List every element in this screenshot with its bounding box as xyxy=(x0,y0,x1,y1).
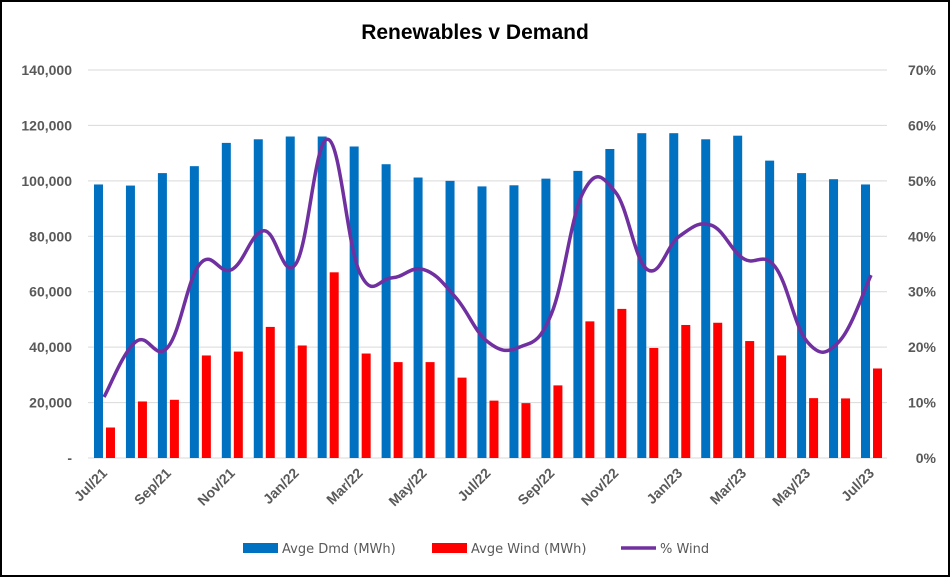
left-tick-label: - xyxy=(67,450,72,466)
x-tick-label: May/22 xyxy=(385,465,429,509)
demand-bar xyxy=(349,146,359,458)
x-tick-label: Jan/23 xyxy=(643,465,685,507)
legend-swatch xyxy=(243,543,278,553)
x-tick-label: Jul/23 xyxy=(838,465,878,505)
demand-bar xyxy=(125,185,135,458)
demand-bar xyxy=(221,142,231,459)
left-tick-label: 120,000 xyxy=(21,117,72,133)
right-tick-label: 20% xyxy=(908,339,937,355)
wind-bar xyxy=(329,272,339,458)
chart-title: Renewables v Demand xyxy=(361,21,589,44)
left-tick-label: 140,000 xyxy=(21,62,72,78)
demand-bar xyxy=(477,186,487,458)
bars xyxy=(93,133,883,459)
left-tick-label: 100,000 xyxy=(21,173,72,189)
wind-bar xyxy=(649,347,659,458)
wind-percent-line-path xyxy=(102,137,873,398)
demand-bar xyxy=(861,184,871,458)
demand-bar xyxy=(829,179,839,459)
wind-bar xyxy=(553,385,563,458)
demand-bar xyxy=(573,170,583,458)
right-tick-label: 40% xyxy=(908,228,937,244)
wind-bar xyxy=(169,399,179,458)
wind-bar xyxy=(841,398,851,458)
wind-bar xyxy=(585,321,595,458)
demand-bar xyxy=(733,135,743,458)
wind-bar xyxy=(201,355,211,458)
right-tick-label: 60% xyxy=(908,117,937,133)
wind-bar xyxy=(681,324,691,458)
x-tick-label: Jul/22 xyxy=(454,465,494,505)
wind-bar xyxy=(489,400,499,458)
x-tick-label: Sep/22 xyxy=(514,465,557,508)
wind-bar xyxy=(617,308,627,458)
x-tick-label: Mar/22 xyxy=(323,465,366,508)
x-tick-label: Mar/23 xyxy=(707,465,750,508)
wind-bar xyxy=(265,326,275,458)
left-tick-label: 20,000 xyxy=(29,395,72,411)
x-tick-label: Nov/21 xyxy=(194,465,238,509)
wind-bar xyxy=(777,355,787,458)
legend: Avge Dmd (MWh) Avge Wind (MWh) % Wind xyxy=(243,542,709,557)
x-tick-label: Jan/22 xyxy=(260,465,302,507)
demand-bar xyxy=(93,184,103,458)
demand-bar xyxy=(285,136,295,458)
right-tick-label: 10% xyxy=(908,395,937,411)
left-tick-label: 40,000 xyxy=(29,339,72,355)
demand-bar xyxy=(797,173,807,458)
left-tick-label: 80,000 xyxy=(29,228,72,244)
x-tick-label: Jul/21 xyxy=(71,465,111,505)
demand-bar xyxy=(157,173,167,458)
demand-bar xyxy=(541,178,551,458)
right-tick-label: 70% xyxy=(908,62,937,78)
x-tick-label: Sep/21 xyxy=(131,465,174,508)
left-axis-ticks: - 20,000 40,000 60,000 80,000 100,000 120,000 1… xyxy=(21,62,72,466)
wind-bar xyxy=(425,362,435,458)
wind-bar xyxy=(457,377,467,458)
right-tick-label: 0% xyxy=(916,450,937,466)
demand-bar xyxy=(637,133,647,458)
demand-bar xyxy=(509,185,519,458)
wind-bar xyxy=(521,403,531,458)
demand-bar xyxy=(605,148,615,458)
wind-bar xyxy=(137,401,147,458)
legend-swatch xyxy=(432,543,467,553)
wind-bar xyxy=(873,368,883,458)
legend-label: Avge Wind (MWh) xyxy=(471,542,586,557)
right-tick-label: 50% xyxy=(908,173,937,189)
demand-bar xyxy=(413,177,423,458)
legend-label: % Wind xyxy=(660,542,709,557)
demand-bar xyxy=(381,164,391,458)
demand-bar xyxy=(765,160,775,458)
wind-percent-line xyxy=(102,137,873,398)
wind-bar xyxy=(713,322,723,458)
x-tick-label: Nov/22 xyxy=(578,465,622,509)
demand-bar xyxy=(253,139,263,459)
right-axis-ticks: 0% 10% 20% 30% 40% 50% 60% 70% xyxy=(908,62,937,466)
demand-bar xyxy=(701,139,711,459)
wind-bar xyxy=(233,351,243,458)
right-tick-label: 30% xyxy=(908,284,937,300)
x-tick-label: May/23 xyxy=(769,465,813,509)
demand-bar xyxy=(189,166,199,458)
wind-bar xyxy=(297,345,307,458)
wind-bar xyxy=(745,341,755,458)
left-tick-label: 60,000 xyxy=(29,284,72,300)
x-axis-ticks: Jul/21 Sep/21 Nov/21 Jan/22 Mar/22 May/22 Jul/… xyxy=(71,465,878,509)
wind-bar xyxy=(809,398,819,458)
demand-bar xyxy=(669,133,679,458)
wind-bar xyxy=(105,427,115,458)
legend-label: Avge Dmd (MWh) xyxy=(282,542,396,557)
demand-bar xyxy=(445,180,455,458)
wind-bar xyxy=(361,353,371,458)
wind-bar xyxy=(393,362,403,458)
demand-bar xyxy=(317,136,327,458)
